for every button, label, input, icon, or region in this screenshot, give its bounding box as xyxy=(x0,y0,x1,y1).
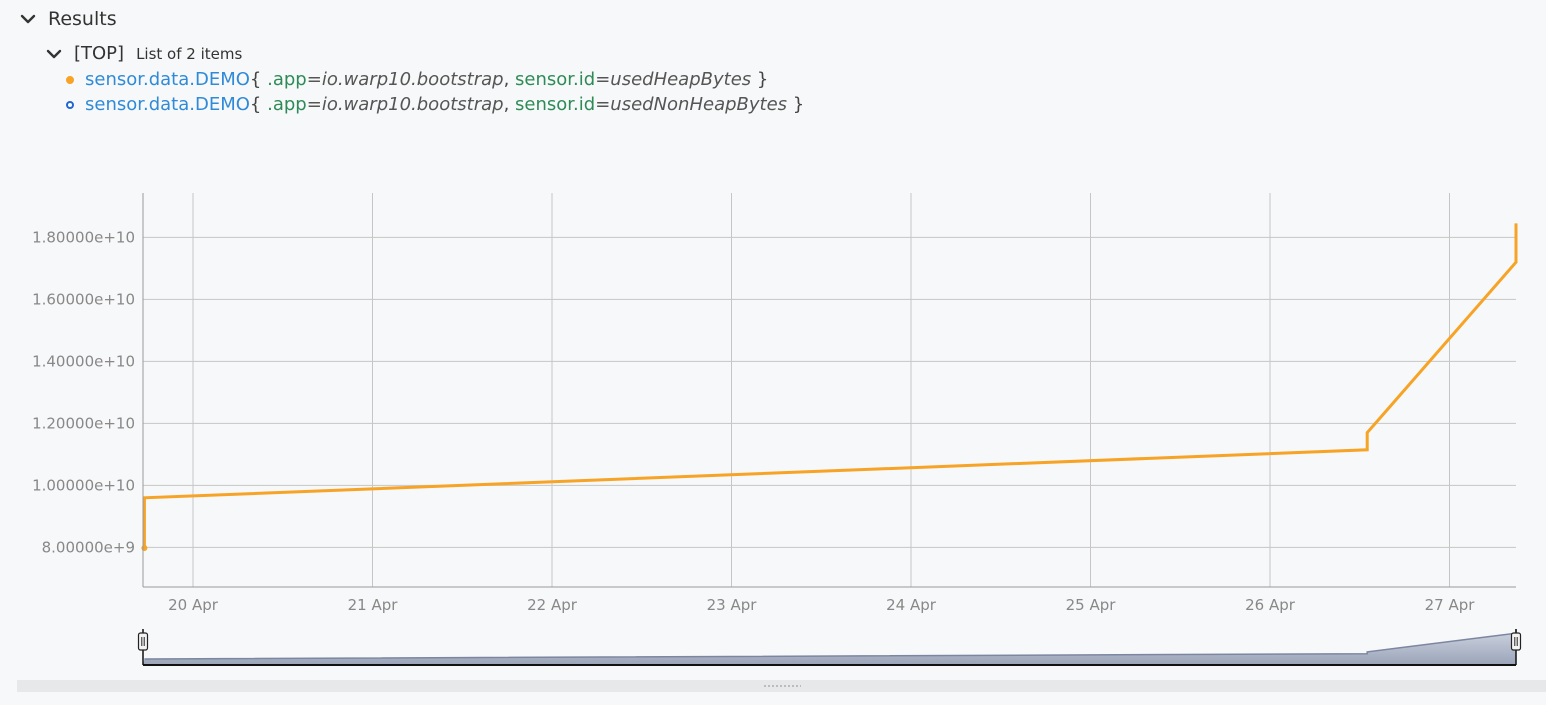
chevron-down-icon xyxy=(46,49,62,58)
label-close-brace: } xyxy=(756,69,769,90)
navigator-line xyxy=(144,629,1517,660)
range-handle-right[interactable] xyxy=(1510,632,1522,651)
label-value: io.warp10.bootstrap xyxy=(321,69,504,90)
y-tick-label: 8.00000e+9 xyxy=(42,538,135,556)
series-item-nonheap[interactable]: sensor.data.DEMO { .app = io.warp10.bootst… xyxy=(66,94,804,115)
results-toggle[interactable]: Results xyxy=(18,8,117,30)
results-title: Results xyxy=(48,8,117,30)
x-tick-label: 22 Apr xyxy=(527,596,578,614)
label-value: io.warp10.bootstrap xyxy=(321,94,504,115)
series-line-used-heap-bytes xyxy=(142,223,1518,548)
chart-axis: 20 Apr 21 Apr 22 Apr 23 Apr 24 Apr 25 Apr 26 A… xyxy=(32,193,1516,614)
series-class-name[interactable]: sensor.data.DEMO xyxy=(85,69,250,90)
y-tick-label: 1.60000e+10 xyxy=(32,290,135,308)
navigator-area xyxy=(143,629,1516,665)
x-tick-label: 26 Apr xyxy=(1245,596,1296,614)
range-handle-left[interactable] xyxy=(137,632,149,651)
x-tick-label: 25 Apr xyxy=(1066,596,1117,614)
y-tick-label: 1.00000e+10 xyxy=(32,476,135,494)
label-key: .app xyxy=(267,69,307,90)
label-key: sensor.id xyxy=(515,94,596,115)
label-close-brace: } xyxy=(792,94,805,115)
label-open-brace: { xyxy=(249,94,262,115)
x-tick-label: 24 Apr xyxy=(886,596,937,614)
time-series-chart[interactable]: 20 Apr 21 Apr 22 Apr 23 Apr 24 Apr 25 Apr 26 A… xyxy=(0,0,1546,680)
y-tick-label: 1.20000e+10 xyxy=(32,414,135,432)
label-value: usedNonHeapBytes xyxy=(610,94,788,115)
label-separator: , xyxy=(503,94,510,115)
data-point xyxy=(141,545,148,552)
x-tick-label: 21 Apr xyxy=(348,596,399,614)
series-dot-icon[interactable] xyxy=(66,100,74,109)
list-count: List of 2 items xyxy=(136,44,243,63)
series-class-name[interactable]: sensor.data.DEMO xyxy=(85,94,250,115)
series-dot-icon[interactable] xyxy=(66,75,74,84)
label-key: .app xyxy=(267,94,307,115)
top-list-toggle[interactable]: [TOP] List of 2 items xyxy=(44,43,242,64)
chart-grid xyxy=(143,193,1516,587)
series-item-heap[interactable]: sensor.data.DEMO { .app = io.warp10.bootst… xyxy=(66,69,768,90)
y-tick-label: 1.80000e+10 xyxy=(32,228,135,246)
x-tick-label: 23 Apr xyxy=(707,596,758,614)
resize-splitter[interactable] xyxy=(17,680,1546,692)
chart-plot xyxy=(141,223,1518,552)
label-open-brace: { xyxy=(249,69,262,90)
x-tick-label: 20 Apr xyxy=(168,596,219,614)
label-key: sensor.id xyxy=(515,69,596,90)
y-tick-label: 1.40000e+10 xyxy=(32,352,135,370)
label-value: usedHeapBytes xyxy=(610,69,752,90)
drag-handle-icon[interactable] xyxy=(763,684,801,688)
label-separator: , xyxy=(503,69,510,90)
list-tag: [TOP] xyxy=(74,43,125,64)
range-navigator[interactable] xyxy=(137,629,1522,666)
x-tick-label: 27 Apr xyxy=(1425,596,1476,614)
chevron-down-icon xyxy=(20,14,36,24)
